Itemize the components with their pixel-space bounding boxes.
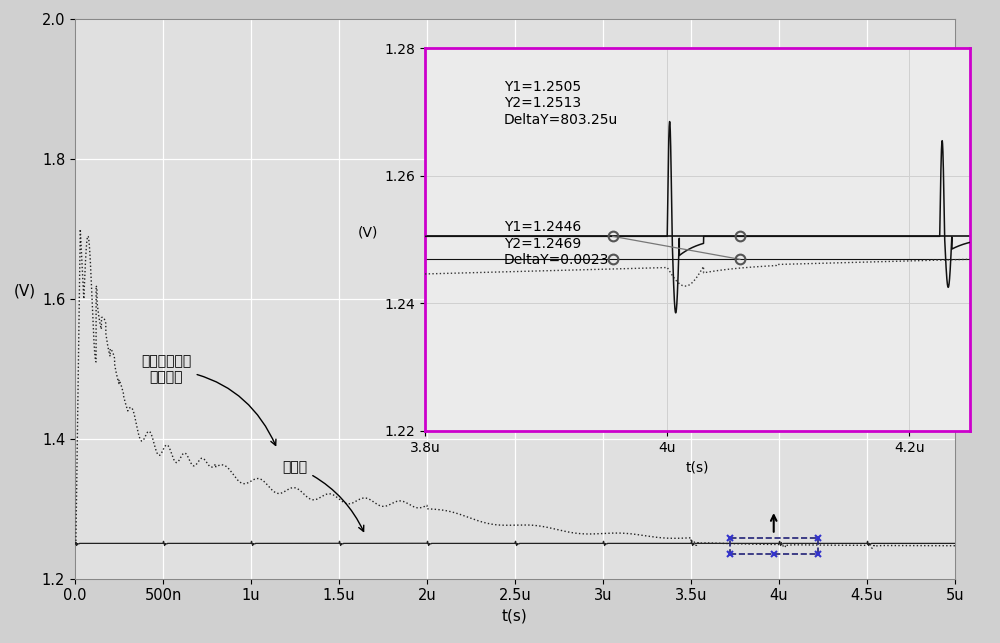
X-axis label: t(s): t(s)	[686, 460, 709, 474]
Y-axis label: (V): (V)	[14, 284, 36, 299]
X-axis label: t(s): t(s)	[502, 609, 528, 624]
Text: 本发明: 本发明	[282, 460, 364, 531]
Text: Y1=1.2446
Y2=1.2469
DeltaY=0.0023: Y1=1.2446 Y2=1.2469 DeltaY=0.0023	[504, 221, 609, 267]
Y-axis label: (V): (V)	[358, 226, 378, 240]
Bar	[730, 538, 818, 554]
Text: Y1=1.2505
Y2=1.2513
DeltaY=803.25u: Y1=1.2505 Y2=1.2513 DeltaY=803.25u	[504, 80, 618, 127]
Text: 传统开关电容
共模反馈: 传统开关电容 共模反馈	[141, 354, 276, 446]
